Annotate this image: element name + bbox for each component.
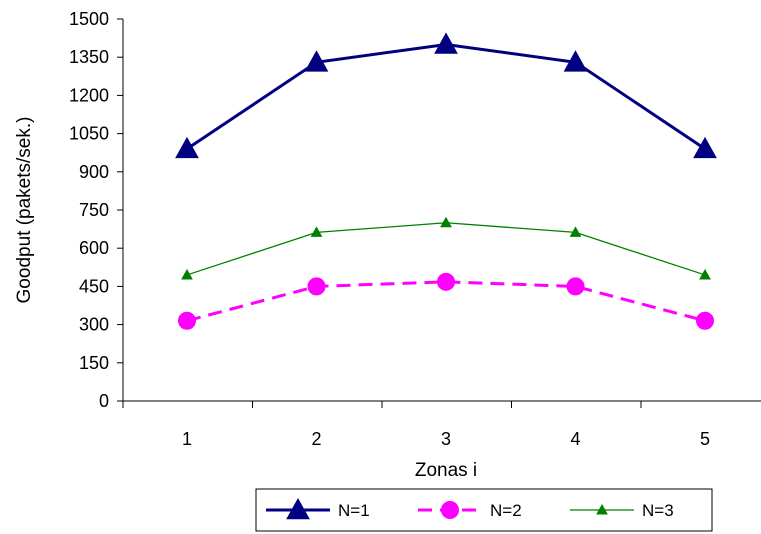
x-tick-label: 4: [570, 429, 580, 449]
legend-label: N=3: [642, 501, 674, 520]
data-point: [181, 268, 193, 280]
data-point: [286, 497, 310, 520]
y-tick-label: 1050: [69, 124, 109, 144]
data-point: [693, 136, 717, 159]
data-point: [178, 311, 196, 330]
y-tick-label: 1200: [69, 85, 109, 105]
x-tick-label: 2: [311, 429, 321, 449]
y-tick-label: 900: [79, 162, 109, 182]
y-tick-label: 300: [79, 315, 109, 335]
y-tick-label: 450: [79, 276, 109, 296]
y-axis-ticks: 0 150 300 450 600 750 900 1050 1200 1350 1500: [69, 9, 123, 411]
y-tick-label: 0: [99, 391, 109, 411]
data-point: [304, 50, 329, 72]
y-tick-label: 600: [79, 238, 109, 258]
data-point: [696, 311, 714, 330]
series-line: [186, 280, 706, 323]
y-tick-label: 150: [79, 353, 109, 373]
y-tick-label: 1350: [69, 47, 109, 67]
x-axis-ticks: 1 2 3 4 5: [122, 401, 710, 449]
legend-label: N=2: [490, 501, 522, 520]
data-point: [441, 501, 459, 519]
y-axis-title: Goodput (pakets/sek.): [14, 117, 35, 304]
x-axis-title: Zonas i: [415, 460, 477, 481]
data-point: [307, 277, 326, 296]
x-tick-label: 1: [182, 429, 192, 449]
data-point: [440, 216, 452, 228]
x-tick-label: 5: [700, 429, 710, 449]
series-layer: [175, 32, 717, 330]
legend-box: [255, 488, 713, 532]
data-point: [569, 226, 582, 237]
data-point: [310, 226, 323, 237]
data-point: [437, 272, 455, 291]
legend-label: N=1: [338, 501, 370, 520]
series-line: [186, 222, 706, 276]
axes: [122, 19, 761, 402]
legend-item: N=2: [418, 501, 522, 520]
data-point: [699, 268, 711, 280]
series-n-3: [181, 216, 711, 280]
legend-item: N=1: [266, 497, 370, 520]
legend: N=1 N=2 N=3: [255, 488, 713, 532]
x-tick-label: 3: [441, 429, 451, 449]
data-point: [434, 32, 458, 54]
legend-item: N=3: [570, 501, 674, 520]
data-point: [175, 136, 199, 159]
series-n-2: [178, 272, 714, 330]
series-line: [186, 42, 706, 151]
data-point: [563, 50, 588, 72]
y-tick-label: 750: [79, 200, 109, 220]
data-point: [566, 277, 585, 296]
y-tick-label: 1500: [69, 9, 109, 29]
series-n-1: [175, 32, 717, 159]
data-point: [596, 503, 608, 515]
